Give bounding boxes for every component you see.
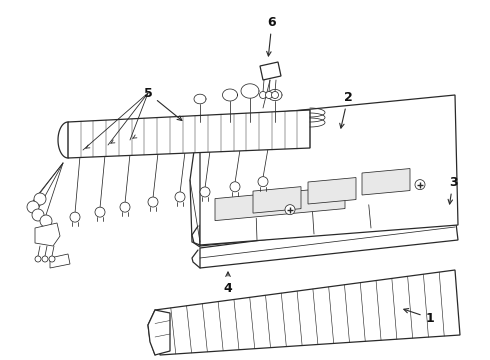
Circle shape [34, 193, 46, 205]
Circle shape [40, 215, 52, 227]
Text: 4: 4 [223, 272, 232, 294]
Polygon shape [362, 168, 410, 195]
Circle shape [415, 180, 425, 190]
Text: 3: 3 [448, 176, 457, 204]
Circle shape [49, 256, 55, 262]
Polygon shape [155, 270, 460, 355]
Text: 6: 6 [267, 15, 276, 56]
Text: 5: 5 [144, 86, 182, 121]
Circle shape [258, 177, 268, 187]
Polygon shape [50, 254, 70, 268]
Circle shape [266, 91, 272, 99]
Text: 2: 2 [340, 90, 352, 128]
Polygon shape [200, 95, 458, 245]
Circle shape [230, 182, 240, 192]
Polygon shape [35, 223, 60, 246]
Polygon shape [308, 177, 356, 204]
Circle shape [32, 209, 44, 221]
Polygon shape [200, 215, 458, 268]
Circle shape [95, 207, 105, 217]
Polygon shape [253, 186, 301, 213]
Circle shape [42, 256, 48, 262]
Polygon shape [215, 186, 345, 221]
Circle shape [120, 202, 130, 212]
Circle shape [175, 192, 185, 202]
Circle shape [27, 201, 39, 213]
Circle shape [260, 91, 267, 99]
Circle shape [271, 91, 278, 99]
Text: 1: 1 [404, 309, 434, 324]
Circle shape [148, 197, 158, 207]
Circle shape [200, 187, 210, 197]
Circle shape [285, 205, 295, 215]
Polygon shape [148, 310, 170, 355]
Polygon shape [260, 62, 281, 80]
Polygon shape [68, 110, 310, 158]
Circle shape [35, 256, 41, 262]
Polygon shape [200, 198, 428, 246]
Circle shape [70, 212, 80, 222]
